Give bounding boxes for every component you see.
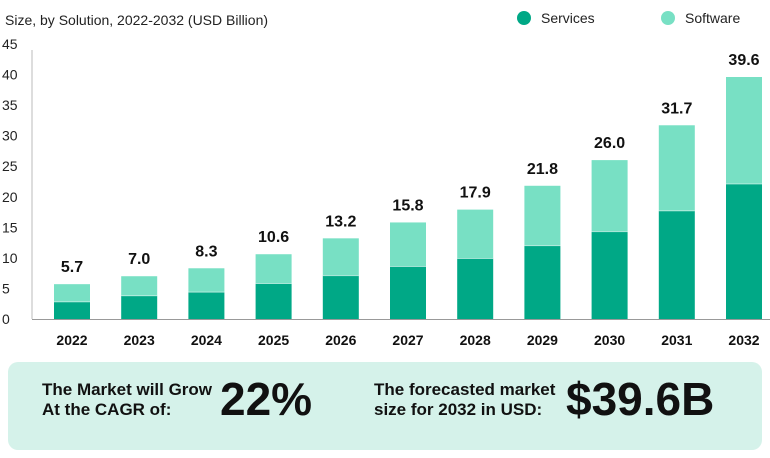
bar-services <box>591 231 628 319</box>
total-label: 17.9 <box>460 185 491 202</box>
bar-services <box>390 266 426 319</box>
legend-label: Software <box>685 10 741 26</box>
forecast-label-line: The forecasted market <box>374 380 556 399</box>
legend-label: Services <box>541 10 595 26</box>
total-label: 7.0 <box>128 251 150 268</box>
x-tick-label: 2022 <box>56 332 87 348</box>
legend-item-software: Software <box>661 10 740 26</box>
y-tick-label: 25 <box>2 158 18 174</box>
bar-software <box>457 209 494 259</box>
total-label: 39.6 <box>728 52 759 69</box>
bar-software <box>390 222 426 267</box>
x-tick-label: 2024 <box>191 332 222 348</box>
total-label: 10.6 <box>258 229 289 246</box>
bar-services <box>121 295 158 319</box>
y-tick-label: 10 <box>2 250 18 266</box>
bar-services <box>188 292 225 319</box>
x-tick-label: 2032 <box>728 332 759 348</box>
y-tick-label: 45 <box>2 36 18 52</box>
total-label: 8.3 <box>195 243 217 260</box>
total-label: 5.7 <box>61 259 83 276</box>
services-swatch-icon <box>517 11 531 25</box>
y-tick-label: 35 <box>2 97 18 113</box>
bar-software <box>255 254 292 284</box>
y-tick-label: 20 <box>2 189 18 205</box>
bar-services <box>457 258 494 319</box>
bar-services <box>255 283 292 319</box>
y-tick-label: 30 <box>2 128 18 144</box>
total-label: 13.2 <box>325 213 356 230</box>
forecast-label: The forecasted market size for 2032 in U… <box>374 380 555 420</box>
total-label: 15.8 <box>392 197 423 214</box>
y-tick-label: 0 <box>2 311 10 327</box>
bar-software <box>121 276 158 296</box>
x-tick-label: 2030 <box>594 332 625 348</box>
summary-panel: The Market will Grow At the CAGR of: 22%… <box>8 362 762 450</box>
forecast-value: $39.6B <box>566 373 715 425</box>
bar-software <box>524 185 561 246</box>
x-tick-label: 2027 <box>392 332 423 348</box>
y-tick-label: 15 <box>2 219 18 235</box>
y-tick-label: 40 <box>2 67 18 83</box>
bar-services <box>54 301 90 319</box>
bar-services <box>524 245 561 319</box>
bar-software <box>658 125 695 211</box>
bar-software <box>726 77 762 184</box>
x-tick-label: 2031 <box>661 332 692 348</box>
cagr-label-line: The Market will Grow <box>42 380 213 399</box>
x-tick-label: 2026 <box>325 332 356 348</box>
bar-software <box>591 160 628 232</box>
bar-software <box>322 238 359 276</box>
cagr-label: The Market will Grow At the CAGR of: <box>42 380 212 420</box>
y-tick-label: 5 <box>2 280 10 296</box>
cagr-value: 22% <box>220 373 313 425</box>
chart-title: Size, by Solution, 2022-2032 (USD Billio… <box>5 12 269 28</box>
x-tick-label: 2023 <box>124 332 155 348</box>
bar-services <box>658 210 695 319</box>
cagr-label-line: At the CAGR of: <box>42 400 172 419</box>
total-label: 21.8 <box>527 161 558 178</box>
bar-software <box>54 284 90 302</box>
bar-services <box>726 183 762 319</box>
x-tick-label: 2029 <box>527 332 558 348</box>
x-tick-label: 2025 <box>258 332 289 348</box>
legend-item-services: Services <box>517 10 595 26</box>
bar-software <box>188 268 225 293</box>
total-label: 26.0 <box>594 135 625 152</box>
total-label: 31.7 <box>661 100 692 117</box>
x-tick-label: 2028 <box>460 332 491 348</box>
software-swatch-icon <box>661 11 675 25</box>
bar-services <box>322 275 359 319</box>
bar-chart: 0510152025303540455.720227.020238.320241… <box>2 36 770 348</box>
forecast-label-line: size for 2032 in USD: <box>374 400 543 419</box>
